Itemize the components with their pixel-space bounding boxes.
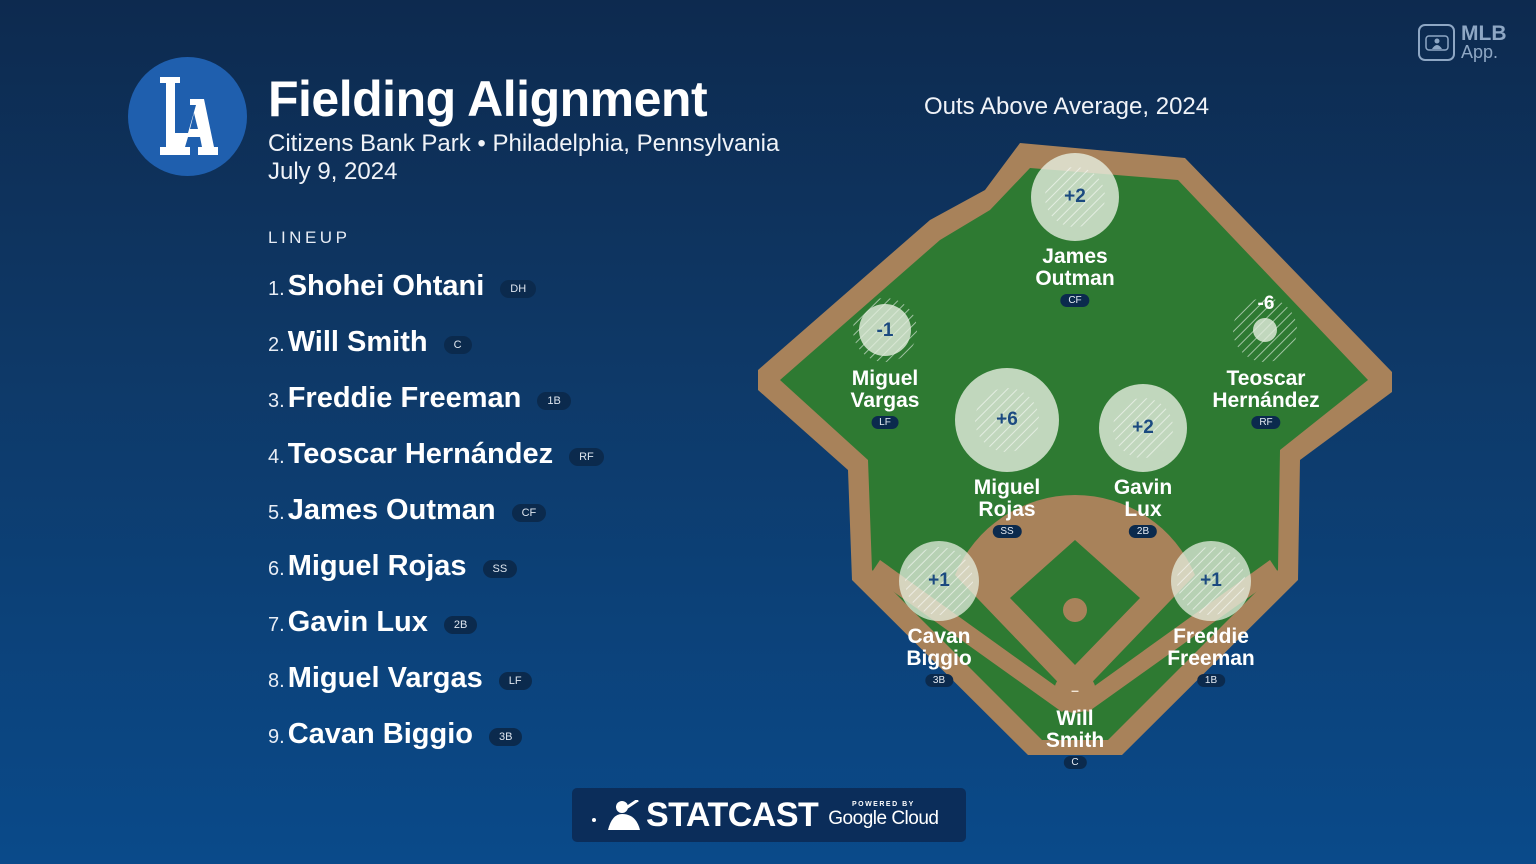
lineup-heading: LINEUP	[268, 228, 351, 247]
first-name: Miguel	[851, 367, 919, 390]
batting-order: 8.	[268, 669, 285, 692]
oaa-value-lf: -1	[876, 320, 894, 341]
first-name: Freddie	[1173, 625, 1249, 648]
batting-order: 6.	[268, 557, 285, 580]
position-badge: CF	[1060, 294, 1090, 307]
mlb-text: MLB	[1461, 21, 1507, 45]
player-name: Shohei Ohtani	[287, 269, 485, 302]
oaa-value-cf: +2	[1064, 186, 1086, 207]
lineup-item: 1. Shohei Ohtani DH	[268, 258, 604, 314]
dodgers-la-icon	[159, 76, 218, 155]
last-name: Vargas	[850, 389, 920, 412]
statcast-banner: STATCAST POWERED BY Google Cloud	[572, 788, 966, 842]
lineup-item: 8. Miguel Vargas LF	[268, 650, 604, 706]
first-name: Miguel	[973, 476, 1041, 499]
lineup-item: 3. Freddie Freeman 1B	[268, 370, 604, 426]
field-player-rf: Teoscar Hernández RF	[1212, 367, 1320, 430]
player-name: Teoscar Hernández	[287, 437, 554, 470]
warning-track	[758, 143, 1392, 755]
field-player-3b: Cavan Biggio 3B	[906, 625, 972, 688]
field-player-lf: Miguel Vargas LF	[850, 367, 920, 430]
dot-icon	[592, 818, 596, 822]
last-name: Hernández	[1212, 389, 1320, 412]
position-badge: 2B	[443, 616, 478, 634]
position-badge: SS	[482, 560, 518, 578]
position-badge: LF	[498, 672, 532, 690]
position-badge: LF	[871, 416, 899, 429]
player-name: Cavan Biggio	[287, 717, 473, 750]
batting-order: 9.	[268, 725, 285, 748]
last-name: Smith	[1045, 729, 1105, 752]
oaa-value-3b: +1	[928, 570, 950, 591]
position-badge: 3B	[924, 674, 954, 687]
last-name: Biggio	[906, 647, 972, 670]
oaa-value-rf: -6	[1257, 293, 1275, 314]
field-player-1b: Freddie Freeman 1B	[1167, 626, 1255, 688]
first-name: Cavan	[907, 625, 971, 648]
lineup-item: 6. Miguel Rojas SS	[268, 538, 604, 594]
oaa-value-c: –	[1071, 682, 1079, 698]
batting-order: 2.	[268, 333, 285, 356]
game-date: July 9, 2024	[268, 158, 398, 185]
position-badge: SS	[992, 525, 1022, 538]
oaa-value-1b: +1	[1200, 570, 1222, 591]
batting-order: 4.	[268, 445, 285, 468]
app-text: App.	[1461, 41, 1499, 62]
venue-subtitle: Citizens Bank Park • Philadelphia, Penns…	[268, 130, 780, 157]
first-name: Gavin	[1113, 476, 1173, 499]
infield-grass	[1010, 540, 1140, 665]
oaa-value-2b: +2	[1132, 417, 1154, 438]
position-badge: 2B	[1128, 525, 1158, 538]
batting-order: 7.	[268, 613, 285, 636]
player-name: Miguel Rojas	[287, 549, 467, 582]
field-player-2b: Gavin Lux 2B	[1114, 477, 1172, 539]
position-badge: C	[443, 336, 472, 354]
lineup-item: 4. Teoscar Hernández RF	[268, 426, 604, 482]
batting-order: 3.	[268, 389, 285, 412]
first-name: Will	[1056, 707, 1094, 730]
position-badge: RF	[569, 448, 604, 466]
batter-silhouette-icon	[608, 800, 640, 830]
player-name: Will Smith	[287, 325, 428, 358]
field-player-cf: James Outman CF	[1035, 245, 1115, 308]
field-player-ss: Miguel Rojas SS	[973, 476, 1041, 539]
last-name: Outman	[1035, 267, 1115, 290]
position-badge: CF	[511, 504, 547, 522]
powered-by-text: POWERED BY	[851, 800, 915, 808]
field-player-c: Will Smith C	[1046, 708, 1104, 770]
last-name: Freeman	[1167, 647, 1255, 670]
position-badge: RF	[1251, 416, 1281, 429]
oaa-chart-title: Outs Above Average, 2024	[924, 93, 1210, 120]
page-title: Fielding Alignment	[268, 71, 708, 127]
mlb-app-logo: MLB App.	[1418, 21, 1507, 62]
position-badge: 3B	[489, 728, 523, 746]
player-name: Freddie Freeman	[287, 381, 522, 414]
lineup-item: 2. Will Smith C	[268, 314, 604, 370]
first-name: James	[1042, 245, 1108, 268]
google-cloud-wordmark: Google Cloud	[828, 807, 939, 829]
position-badge: C	[1063, 756, 1087, 769]
batting-order: 5.	[268, 501, 285, 524]
team-logo	[128, 57, 247, 176]
position-badge: 1B	[537, 392, 571, 410]
mlb-logo-icon	[1418, 24, 1455, 61]
first-name: Teoscar	[1226, 367, 1306, 390]
last-name: Lux	[1124, 498, 1162, 521]
foul-line-left	[870, 560, 1075, 712]
oaa-value-ss: +6	[996, 409, 1018, 430]
batting-order: 1.	[268, 277, 285, 300]
lineup-item: 7. Gavin Lux 2B	[268, 594, 604, 650]
statcast-wordmark: STATCAST	[646, 795, 819, 834]
lineup-item: 9. Cavan Biggio 3B	[268, 706, 604, 762]
player-name: Miguel Vargas	[287, 661, 483, 694]
lineup-list: 1. Shohei Ohtani DH 2. Will Smith C 3. Freddi…	[268, 258, 604, 762]
last-name: Rojas	[978, 498, 1036, 521]
player-name: Gavin Lux	[287, 605, 428, 638]
position-badge: DH	[500, 280, 537, 298]
player-name: James Outman	[287, 493, 496, 526]
lineup-item: 5. James Outman CF	[268, 482, 604, 538]
position-badge: 1B	[1196, 674, 1226, 687]
pitchers-mound	[1063, 598, 1087, 622]
